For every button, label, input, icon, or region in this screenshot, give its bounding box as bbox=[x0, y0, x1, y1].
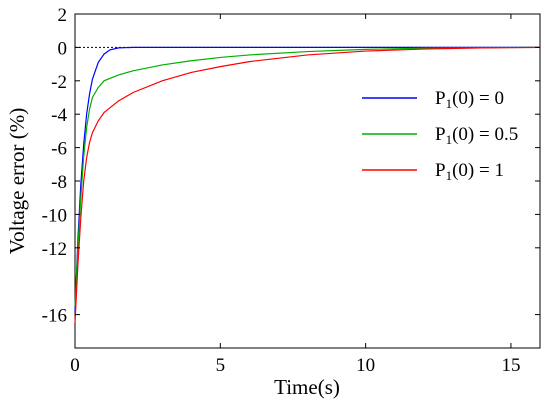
x-tick-label: 10 bbox=[356, 355, 375, 376]
legend-label-1: P1(0) = 0 bbox=[435, 88, 504, 111]
y-tick-label: -4 bbox=[51, 105, 67, 126]
legend-label-2: P1(0) = 0.5 bbox=[435, 124, 518, 147]
x-tick-label: 5 bbox=[216, 355, 226, 376]
x-axis-label: Time(s) bbox=[274, 375, 340, 399]
series-layer bbox=[74, 46, 541, 323]
x-tick-label: 15 bbox=[501, 355, 520, 376]
y-tick-label: -6 bbox=[51, 139, 67, 160]
y-tick-label: -12 bbox=[42, 239, 67, 260]
y-tick-label: 0 bbox=[58, 38, 68, 59]
y-tick-label: -2 bbox=[51, 72, 67, 93]
series-line-2 bbox=[74, 46, 541, 307]
legend: P1(0) = 0 P1(0) = 0.5 P1(0) = 1 bbox=[362, 88, 518, 183]
plot-area bbox=[74, 13, 541, 349]
y-tick-label: -16 bbox=[42, 306, 67, 327]
y-axis-label: Voltage error (%) bbox=[5, 108, 29, 255]
series-line-1 bbox=[74, 46, 540, 312]
legend-label-3: P1(0) = 1 bbox=[435, 160, 504, 183]
x-tick-label: 0 bbox=[70, 355, 80, 376]
y-tick-label: -8 bbox=[51, 172, 67, 193]
series-line-3 bbox=[74, 46, 541, 323]
y-tick-label: 2 bbox=[58, 5, 68, 26]
y-tick-label: -10 bbox=[42, 205, 67, 226]
